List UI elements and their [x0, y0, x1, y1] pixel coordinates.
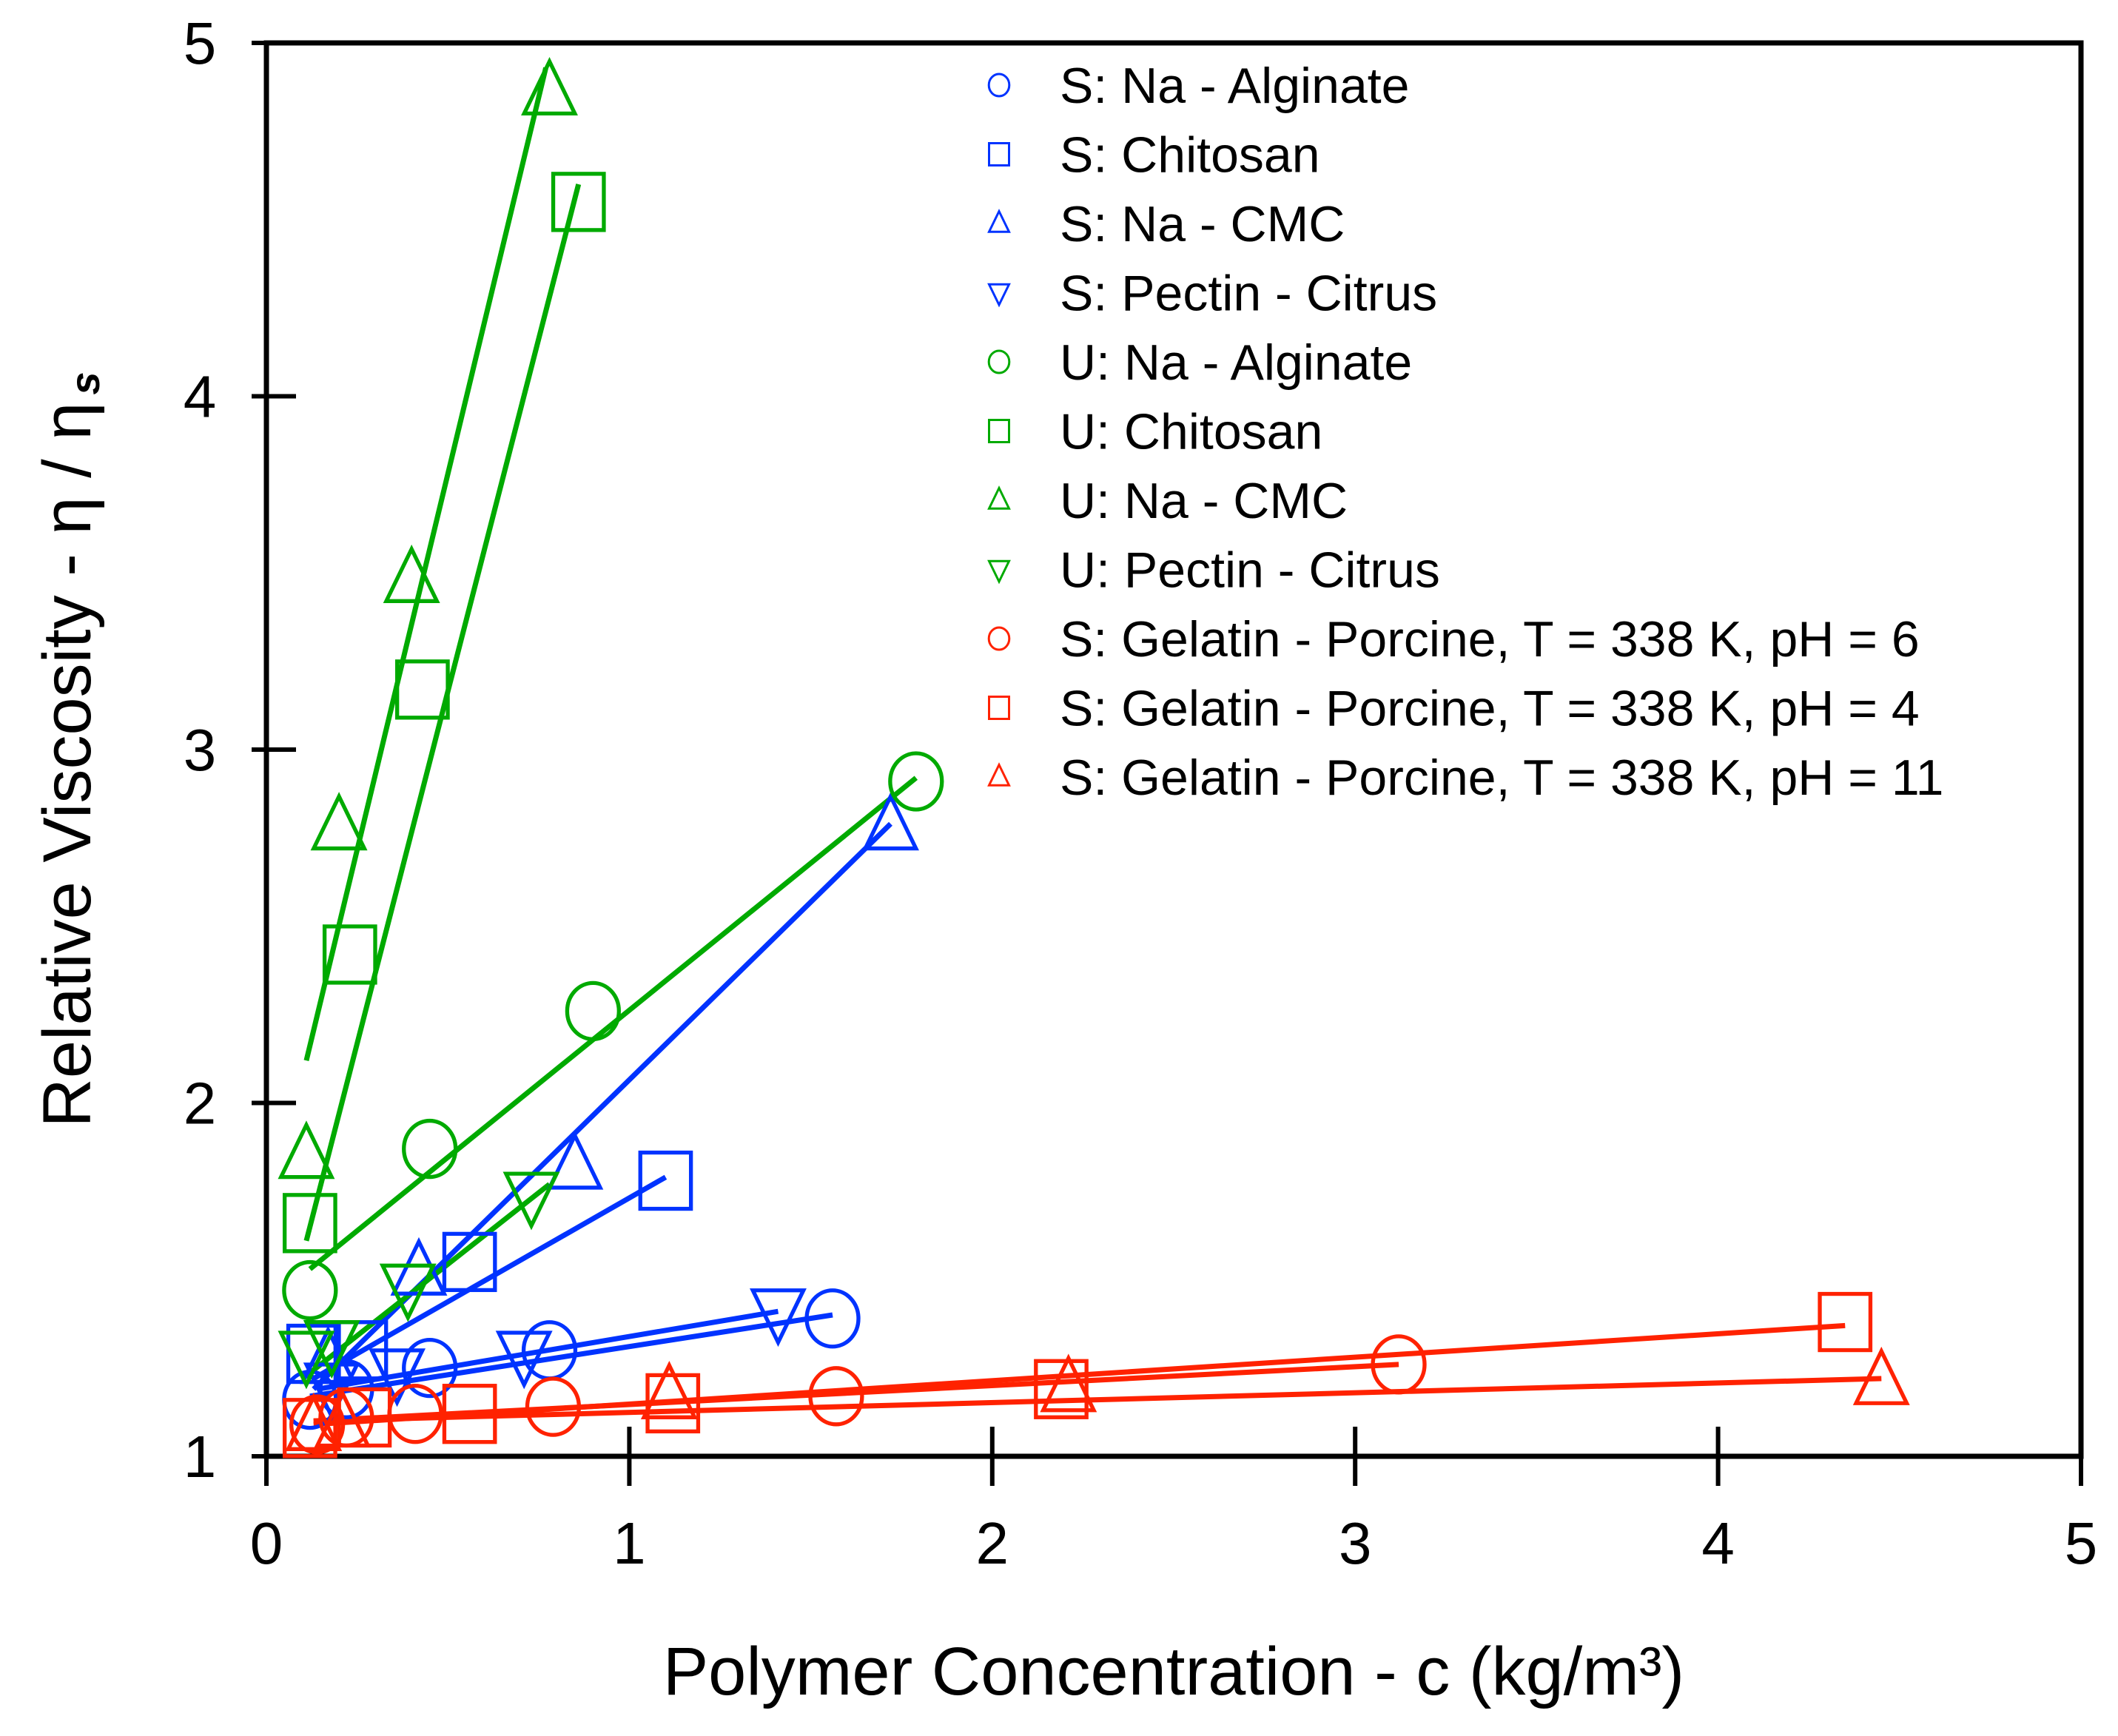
data-point-circle-icon [888, 751, 944, 812]
data-point-circle-icon [282, 1259, 338, 1321]
data-point-triangle-down-icon [303, 1320, 360, 1379]
data-point-circle-icon [402, 1118, 458, 1180]
data-point-square-icon [395, 659, 450, 720]
x-tick-label: 3 [1339, 1510, 1372, 1576]
legend-label: S: Gelatin - Porcine, T = 338 K, pH = 4 [1060, 681, 1920, 737]
legend-item: S: Na - Alginate [987, 58, 1409, 114]
legend-square-icon [988, 419, 1010, 443]
legend-triangle-up-icon [987, 209, 1011, 233]
legend-triangle-down-icon [987, 283, 1011, 308]
data-point-triangle-up-icon [278, 1120, 335, 1180]
legend-item: S: Pectin - Citrus [987, 266, 1437, 322]
legend-label: U: Pectin - Citrus [1060, 542, 1440, 599]
legend-label: S: Na - CMC [1060, 196, 1345, 252]
data-point-triangle-down-icon [369, 1348, 426, 1407]
data-markers [278, 56, 1910, 1459]
data-point-triangle-down-icon [502, 1171, 560, 1231]
y-tick-label: 3 [184, 717, 217, 783]
legend-label: S: Pectin - Citrus [1060, 266, 1437, 322]
legend-item: U: Na - CMC [987, 473, 1348, 529]
legend-label: S: Gelatin - Porcine, T = 338 K, pH = 11 [1060, 750, 1943, 806]
y-axis-title-group: Relative Viscosity - η / η s [30, 371, 108, 1127]
y-axis-title: Relative Viscosity - η / η s [30, 371, 108, 1127]
fit-line [303, 67, 549, 1062]
data-point-triangle-up-icon [314, 1389, 372, 1448]
data-point-circle-icon [565, 980, 621, 1042]
fit-line [303, 184, 582, 1242]
data-point-square-icon [1818, 1291, 1873, 1353]
legend-triangle-up-icon [987, 485, 1011, 510]
x-tick-label: 0 [250, 1510, 283, 1576]
y-axis-title-subscript: s [61, 371, 108, 394]
legend-square-icon [988, 142, 1010, 166]
data-point-triangle-down-icon [750, 1288, 807, 1348]
x-tick-label: 5 [2065, 1510, 2098, 1576]
data-point-square-icon [282, 1398, 337, 1459]
legend-square-icon [988, 696, 1010, 720]
x-tick-label: 4 [1701, 1510, 1735, 1576]
legend-item: S: Gelatin - Porcine, T = 338 K, pH = 11 [987, 750, 1943, 806]
legend: S: Na - Alginate S: Chitosan S: Na - CMC S:… [987, 58, 1943, 806]
data-point-square-icon [322, 924, 377, 985]
legend-item: S: Gelatin - Porcine, T = 338 K, pH = 4 [988, 681, 1920, 737]
y-tick-label: 1 [184, 1424, 217, 1490]
legend-label: U: Chitosan [1060, 404, 1322, 460]
data-point-triangle-down-icon [495, 1330, 553, 1390]
data-point-circle-icon [808, 1366, 864, 1427]
data-point-circle-icon [1371, 1334, 1427, 1395]
data-point-triangle-up-icon [1852, 1346, 1910, 1405]
legend-item: U: Chitosan [988, 404, 1322, 460]
data-point-square-icon [282, 1193, 337, 1254]
legend-circle-icon [987, 626, 1011, 651]
legend-label: S: Na - Alginate [1060, 58, 1409, 114]
data-point-circle-icon [289, 1394, 346, 1455]
legend-item: S: Gelatin - Porcine, T = 338 K, pH = 6 [987, 611, 1920, 667]
data-point-triangle-up-icon [310, 792, 368, 851]
legend-circle-icon [987, 73, 1011, 98]
fit-line [308, 776, 918, 1271]
legend-item: S: Na - CMC [987, 196, 1345, 252]
data-point-triangle-up-icon [521, 56, 578, 116]
legend-circle-icon [987, 349, 1011, 374]
data-point-triangle-up-icon [383, 544, 440, 603]
y-tick-label: 2 [184, 1071, 217, 1137]
data-point-circle-icon [804, 1288, 861, 1349]
data-point-circle-icon [525, 1376, 582, 1437]
data-point-triangle-down-icon [379, 1263, 437, 1322]
data-point-square-icon [442, 1231, 497, 1293]
legend-item: U: Na - Alginate [987, 334, 1412, 391]
axis-ticks [252, 41, 2083, 1486]
data-point-square-icon [1034, 1359, 1089, 1419]
y-axis-title-main: Relative Viscosity - η / η [30, 403, 105, 1128]
data-point-square-icon [442, 1384, 497, 1444]
x-tick-label: 2 [976, 1510, 1009, 1576]
legend-label: U: Na - CMC [1060, 473, 1348, 529]
data-point-triangle-up-icon [862, 792, 919, 851]
legend-label: U: Na - Alginate [1060, 334, 1412, 391]
legend-triangle-up-icon [987, 762, 1011, 787]
fit-line [312, 1174, 668, 1381]
legend-triangle-down-icon [987, 559, 1011, 585]
legend-label: S: Gelatin - Porcine, T = 338 K, pH = 6 [1060, 611, 1920, 667]
legend-label: S: Chitosan [1060, 127, 1320, 184]
fit-line [313, 1322, 1846, 1427]
y-tick-label: 4 [184, 364, 217, 430]
x-axis-title: Polymer Concentration - c (kg/m³) [663, 1634, 1684, 1709]
data-point-triangle-up-icon [640, 1360, 698, 1419]
fit-line [309, 1312, 833, 1399]
data-point-square-icon [551, 172, 606, 232]
data-point-square-icon [638, 1150, 693, 1211]
fit-line [313, 1376, 1882, 1424]
data-point-triangle-up-icon [546, 1131, 604, 1190]
data-point-triangle-down-icon [278, 1330, 335, 1390]
data-point-circle-icon [402, 1337, 458, 1399]
legend-item: S: Chitosan [988, 127, 1320, 184]
y-tick-label: 5 [184, 10, 217, 76]
legend-item: U: Pectin - Citrus [987, 542, 1440, 599]
fit-line [317, 1308, 779, 1392]
x-tick-label: 1 [613, 1510, 646, 1576]
data-point-triangle-up-icon [1040, 1353, 1097, 1413]
